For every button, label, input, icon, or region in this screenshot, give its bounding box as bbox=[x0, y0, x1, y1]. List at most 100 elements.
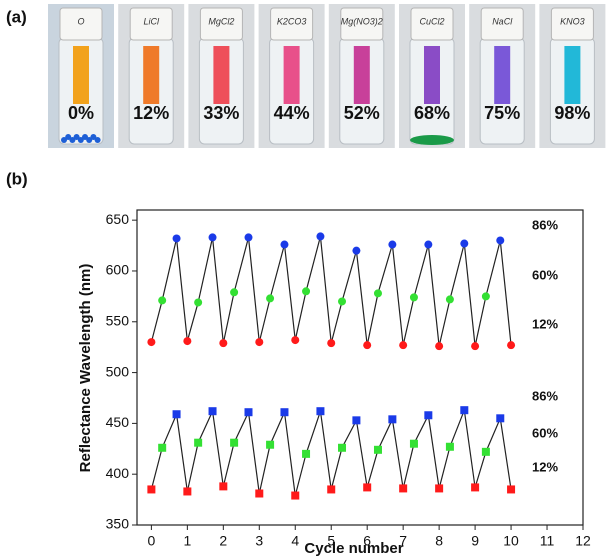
data-point bbox=[435, 342, 443, 350]
percent-label: 12% bbox=[133, 103, 169, 123]
x-tick-label: 4 bbox=[291, 533, 299, 549]
data-point bbox=[280, 241, 288, 249]
series-line bbox=[151, 236, 511, 346]
plot-frame bbox=[137, 210, 583, 525]
data-point bbox=[435, 484, 443, 492]
data-point bbox=[209, 233, 217, 241]
data-point bbox=[291, 336, 299, 344]
data-point bbox=[183, 337, 191, 345]
data-point bbox=[219, 482, 227, 490]
x-tick-label: 3 bbox=[255, 533, 263, 549]
data-point bbox=[255, 338, 263, 346]
data-point bbox=[446, 295, 454, 303]
data-point bbox=[327, 485, 335, 493]
data-point bbox=[266, 441, 274, 449]
data-point bbox=[471, 342, 479, 350]
data-point bbox=[219, 339, 227, 347]
data-point bbox=[230, 288, 238, 296]
data-point bbox=[352, 416, 360, 424]
data-point bbox=[245, 233, 253, 241]
data-point bbox=[147, 338, 155, 346]
data-point bbox=[424, 411, 432, 419]
data-point bbox=[410, 293, 418, 301]
y-tick-label: 400 bbox=[106, 465, 130, 481]
x-tick-label: 11 bbox=[540, 533, 555, 549]
x-tick-label: 1 bbox=[183, 533, 191, 549]
x-tick-label: 0 bbox=[147, 533, 155, 549]
y-tick-label: 500 bbox=[106, 363, 130, 379]
sensor-strip bbox=[213, 46, 229, 104]
data-point bbox=[424, 241, 432, 249]
data-point bbox=[338, 444, 346, 452]
percent-label: 0% bbox=[68, 103, 94, 123]
data-point bbox=[507, 341, 515, 349]
data-point bbox=[147, 485, 155, 493]
y-tick-label: 650 bbox=[106, 211, 130, 227]
solution bbox=[410, 135, 454, 145]
data-point bbox=[316, 407, 324, 415]
cap-label: Mg(NO3)2 bbox=[341, 16, 383, 26]
data-point bbox=[255, 490, 263, 498]
data-point bbox=[399, 341, 407, 349]
series-line bbox=[151, 410, 511, 495]
data-point bbox=[388, 241, 396, 249]
data-point bbox=[374, 446, 382, 454]
data-point bbox=[460, 240, 468, 248]
data-point bbox=[399, 484, 407, 492]
sensor-strip bbox=[494, 46, 510, 104]
panel-label: (b) bbox=[6, 169, 28, 188]
cap-label: KNO3 bbox=[560, 16, 585, 26]
data-point bbox=[374, 289, 382, 297]
data-point bbox=[482, 292, 490, 300]
x-tick-label: 8 bbox=[435, 533, 443, 549]
data-point bbox=[280, 408, 288, 416]
figure: (a) (b) Cycle number Reflectance Wavelen… bbox=[0, 0, 610, 558]
data-point bbox=[471, 483, 479, 491]
level-label: 86% bbox=[532, 217, 558, 232]
beads bbox=[95, 137, 101, 143]
level-label: 12% bbox=[532, 459, 558, 474]
percent-label: 98% bbox=[554, 103, 590, 123]
data-point bbox=[245, 408, 253, 416]
cap-label: MgCl2 bbox=[208, 16, 234, 26]
x-tick-label: 12 bbox=[575, 533, 591, 549]
x-tick-label: 9 bbox=[471, 533, 479, 549]
sensor-strip bbox=[143, 46, 159, 104]
data-point bbox=[507, 485, 515, 493]
cap-label: K2CO3 bbox=[277, 16, 307, 26]
sensor-strip bbox=[564, 46, 580, 104]
cap-label: NaCl bbox=[492, 16, 513, 26]
data-point bbox=[158, 444, 166, 452]
data-point bbox=[410, 440, 418, 448]
data-point bbox=[363, 483, 371, 491]
y-tick-label: 600 bbox=[106, 262, 130, 278]
panel-label: (a) bbox=[6, 7, 27, 26]
x-axis-title: Cycle number bbox=[304, 540, 403, 557]
data-point bbox=[446, 443, 454, 451]
data-point bbox=[338, 297, 346, 305]
percent-label: 44% bbox=[274, 103, 310, 123]
data-point bbox=[158, 296, 166, 304]
percent-label: 52% bbox=[344, 103, 380, 123]
sensor-strip bbox=[284, 46, 300, 104]
level-label: 86% bbox=[532, 388, 558, 403]
y-tick-label: 350 bbox=[106, 516, 130, 532]
data-point bbox=[388, 415, 396, 423]
data-point bbox=[327, 339, 335, 347]
data-point bbox=[173, 410, 181, 418]
y-tick-label: 550 bbox=[106, 312, 130, 328]
data-point bbox=[173, 234, 181, 242]
data-point bbox=[302, 287, 310, 295]
level-label: 60% bbox=[532, 425, 558, 440]
data-point bbox=[302, 450, 310, 458]
data-point bbox=[209, 407, 217, 415]
cap-label: O bbox=[77, 16, 84, 26]
sensor-strip bbox=[73, 46, 89, 104]
x-tick-label: 10 bbox=[503, 533, 519, 549]
x-tick-label: 7 bbox=[399, 533, 407, 549]
data-point bbox=[194, 298, 202, 306]
x-tick-label: 6 bbox=[363, 533, 371, 549]
cap-label: CuCl2 bbox=[419, 16, 444, 26]
data-point bbox=[352, 247, 360, 255]
sensor-strip bbox=[424, 46, 440, 104]
